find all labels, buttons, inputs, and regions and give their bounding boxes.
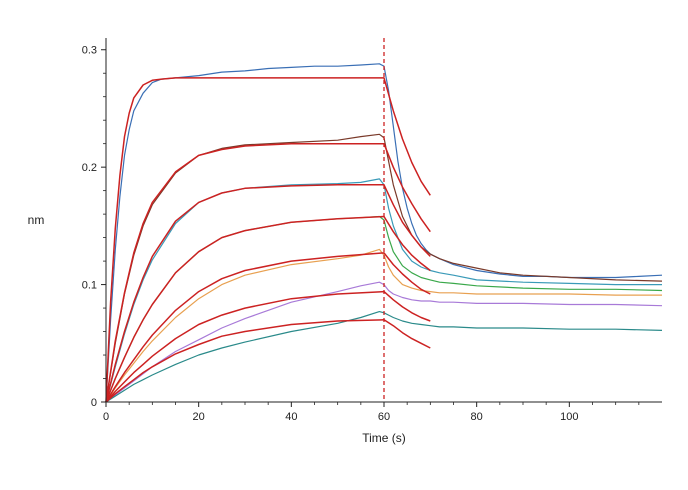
measured-curve [105, 248, 662, 403]
measured-curve [105, 178, 662, 403]
y-axis-ticks: 0 0.1 0.2 0.3 [82, 45, 106, 409]
y-tick-label: 0.2 [82, 162, 97, 174]
fit-curve [105, 184, 431, 403]
fit-curve [105, 142, 431, 403]
axes: 0 20 40 60 80 100 0 0.1 0.2 0.3 Time (s) nm [28, 38, 662, 445]
y-tick-label: 0.3 [82, 45, 97, 57]
fit-curve [105, 252, 431, 403]
x-tick-label: 60 [378, 411, 390, 423]
x-tick-label: 100 [560, 411, 578, 423]
fit-curve [105, 319, 431, 403]
x-axis-label: Time (s) [362, 431, 406, 445]
y-tick-label: 0.1 [82, 280, 97, 292]
fit-curve [105, 215, 431, 403]
plot-area [105, 38, 663, 403]
fit-curve [105, 290, 431, 403]
y-tick-label: 0 [91, 397, 97, 409]
x-tick-label: 20 [193, 411, 205, 423]
measured-curve [105, 311, 663, 403]
x-tick-label: 40 [285, 411, 297, 423]
y-axis-label: nm [28, 213, 45, 227]
x-tick-label: 80 [471, 411, 483, 423]
x-axis-ticks: 0 20 40 60 80 100 [103, 402, 640, 423]
series-layer [105, 63, 663, 403]
fit-curve [105, 77, 431, 403]
measured-curve [105, 63, 663, 403]
x-tick-label: 0 [103, 411, 109, 423]
